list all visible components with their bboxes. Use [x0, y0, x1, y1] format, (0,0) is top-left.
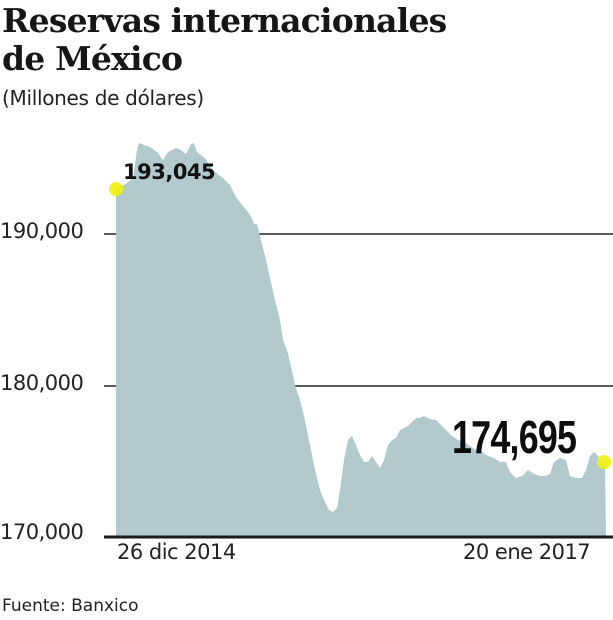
x-tick-end: 20 ene 2017: [463, 540, 591, 564]
x-tick-start: 26 dic 2014: [117, 540, 236, 564]
y-tick-190000: 190,000: [0, 219, 84, 243]
chart-subtitle: (Millones de dólares): [2, 86, 204, 110]
end-value-label: 174,695: [452, 411, 577, 463]
y-tick-180000: 180,000: [0, 371, 84, 395]
end-point-marker: [597, 455, 611, 469]
source-note: Fuente: Banxico: [2, 596, 139, 616]
chart-title-line1: Reservas internacionales: [2, 1, 447, 40]
reserves-area: [116, 143, 606, 537]
start-point-marker: [109, 182, 123, 196]
chart-title-line2: de México: [2, 39, 183, 78]
y-tick-170000: 170,000: [0, 520, 84, 544]
start-value-label: 193,045: [123, 160, 216, 184]
chart-title: Reservas internacionales de México: [2, 1, 447, 78]
